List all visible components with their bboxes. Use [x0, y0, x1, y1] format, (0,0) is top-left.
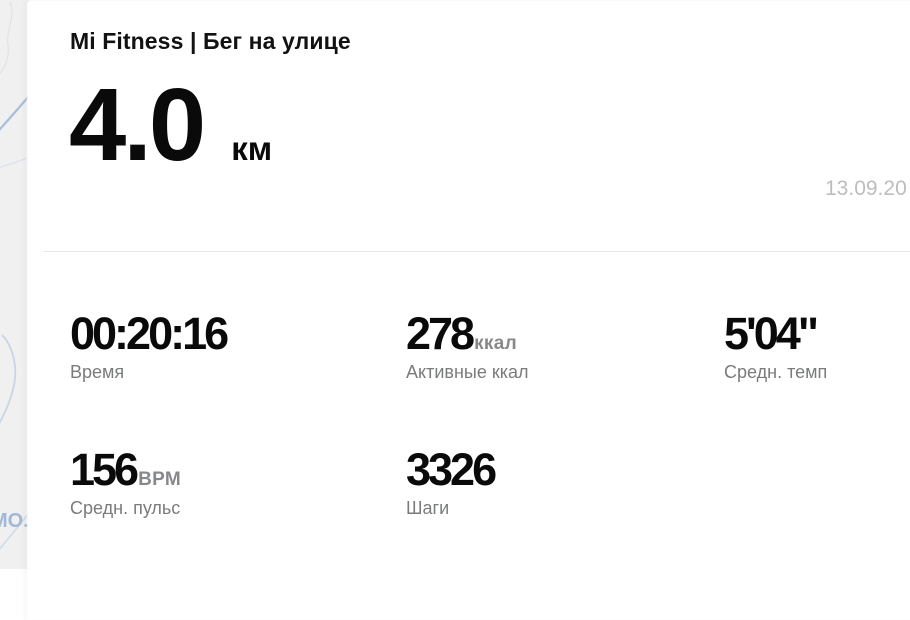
svg-text:МО.: МО. — [0, 510, 29, 532]
